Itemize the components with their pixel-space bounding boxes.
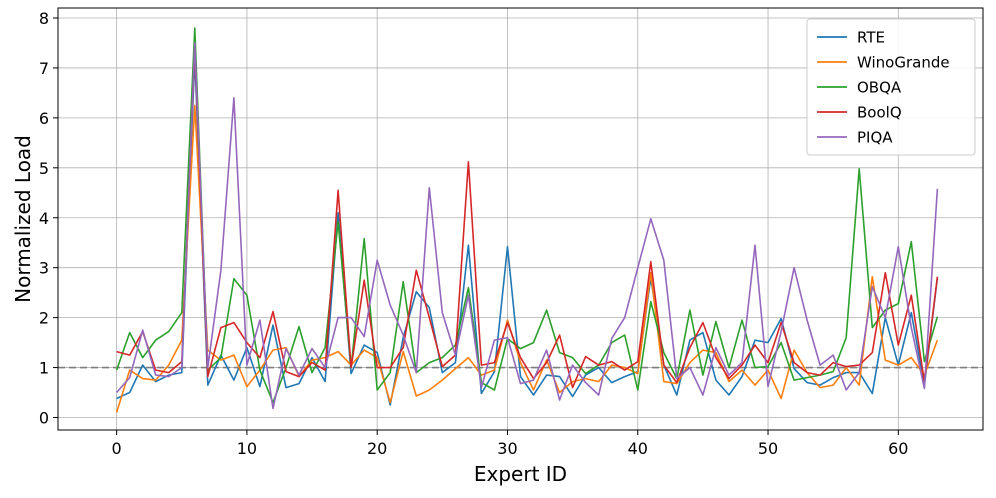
x-axis-label: Expert ID [474, 462, 567, 486]
y-tick-label: 5 [39, 159, 49, 178]
x-tick-label: 30 [497, 439, 517, 458]
legend-label-piqa: PIQA [857, 129, 893, 147]
y-tick-label: 3 [39, 259, 49, 278]
x-tick-label: 0 [112, 439, 122, 458]
legend-label-rte: RTE [857, 29, 885, 47]
legend-label-boolq: BoolQ [857, 104, 902, 122]
legend-label-obqa: OBQA [857, 79, 902, 97]
y-tick-label: 0 [39, 409, 49, 428]
series-line-piqa [115, 42, 939, 410]
series-lines [115, 27, 939, 413]
x-tick-label: 40 [628, 439, 648, 458]
x-tick-label: 50 [758, 439, 778, 458]
x-tick-label: 10 [237, 439, 257, 458]
x-tick-label: 60 [888, 439, 908, 458]
y-tick-label: 1 [39, 359, 49, 378]
plot-frame [57, 7, 984, 431]
y-tick-label: 7 [39, 59, 49, 78]
series-line-boolq [116, 47, 939, 389]
y-axis-label: Normalized Load [11, 135, 35, 303]
y-tick-label: 8 [39, 9, 49, 28]
x-tick-label: 20 [367, 439, 387, 458]
series-line-obqa [115, 27, 939, 404]
legend-box [806, 18, 976, 156]
legend: RTE WinoGrande OBQA BoolQ PIQA [806, 18, 976, 156]
legend-label-winogrande: WinoGrande [857, 54, 950, 72]
y-tick-label: 4 [39, 209, 49, 228]
series-line-winogrande [115, 104, 939, 413]
series-line-rte [116, 57, 939, 406]
y-axis-ticks: 0 1 2 3 4 5 6 7 8 [39, 9, 58, 428]
y-tick-label: 6 [39, 109, 49, 128]
y-tick-label: 2 [39, 309, 49, 328]
x-axis-ticks: 0 10 20 30 40 50 60 [112, 430, 908, 458]
